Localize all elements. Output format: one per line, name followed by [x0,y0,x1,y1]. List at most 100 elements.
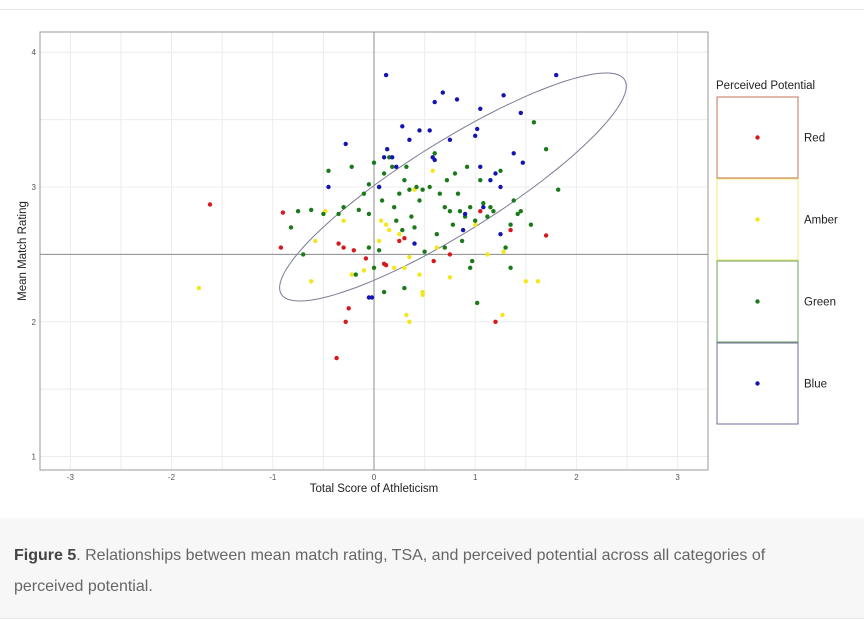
figure-caption: Figure 5. Relationships between mean mat… [0,518,864,619]
point-green [349,164,354,169]
point-green [491,209,496,214]
point-blue [376,184,382,190]
point-blue [493,171,498,176]
point-red [343,319,348,324]
y-tick-label: 2 [32,318,37,327]
point-blue [498,184,503,190]
point-green [468,265,473,270]
point-green [353,272,358,277]
point-red [363,256,369,261]
point-red [336,241,341,246]
point-green [485,214,490,219]
point-amber [341,218,346,223]
point-green [301,252,306,257]
point-amber [349,272,354,277]
point-amber [407,319,412,324]
point-amber [535,279,541,284]
point-green [321,211,326,217]
point-blue [369,295,375,300]
point-blue [447,137,453,142]
point-green [381,171,387,176]
legend-title: Perceived Potential [716,80,815,92]
point-red [334,355,339,361]
point-green [437,191,442,196]
caption-body: . Relationships between mean match ratin… [14,547,766,595]
point-blue [385,147,390,152]
point-amber [420,292,425,297]
point-blue [488,178,493,183]
point-red [402,236,407,241]
point-red [543,233,549,238]
point-blue [432,99,437,105]
point-green [366,211,372,217]
y-axis-label: Mean Match Rating [17,201,29,301]
axis-ticks: -3 -2 -1 0 1 2 3 1 2 3 4 [32,48,681,482]
point-green [366,182,372,187]
point-blue [520,160,525,165]
point-green [379,198,385,203]
point-amber [523,279,528,284]
point-green [531,120,537,125]
data-points [196,72,561,361]
point-amber [196,285,202,291]
point-green [459,238,465,244]
point-blue [511,151,516,156]
point-green [295,209,301,214]
point-green [409,214,414,219]
point-blue [381,155,387,160]
caption-label: Figure 5 [14,547,77,564]
point-blue [554,72,559,78]
point-green [376,248,382,253]
point-blue [473,133,478,138]
point-green [457,209,463,214]
point-red [383,263,389,268]
x-tick-label: 2 [574,473,579,482]
point-blue [417,128,422,133]
point-green [309,207,314,213]
point-green [404,164,409,169]
x-axis-label: Total Score of Athleticism [310,483,438,495]
point-blue [407,137,412,142]
point-blue [343,141,348,147]
point-amber [447,275,453,280]
legend-label: Red [804,133,825,145]
point-green [473,218,478,223]
point-green [464,164,470,169]
x-tick-label: -2 [168,473,176,482]
point-red [280,210,286,215]
point-red [351,248,356,253]
point-green [407,187,412,192]
legend-key-dot [755,299,760,304]
point-green [442,245,447,250]
point-blue [412,241,417,246]
point-red [397,238,402,244]
series-red [207,202,549,361]
point-green [498,168,503,173]
y-tick-label: 4 [32,48,37,57]
point-blue [460,227,466,233]
point-blue [481,205,486,210]
point-green [397,191,402,196]
point-green [488,205,493,210]
reference-lines [40,32,708,470]
series-green [288,120,561,306]
point-green [528,222,534,227]
point-red [478,209,483,214]
legend-item-amber: Amber [716,178,838,261]
point-blue [400,124,405,129]
x-tick-label: 0 [372,473,377,482]
point-blue [394,164,399,169]
point-amber [361,268,367,273]
point-green [455,191,461,196]
point-red [341,245,346,250]
point-amber [378,218,384,223]
point-amber [417,272,422,277]
point-green [336,211,341,217]
point-amber [397,232,402,237]
x-tick-label: -1 [269,473,277,482]
point-blue [501,93,506,98]
point-blue [366,295,372,300]
legend-key-dot [755,135,760,140]
point-green [503,245,508,250]
point-amber [383,222,389,227]
